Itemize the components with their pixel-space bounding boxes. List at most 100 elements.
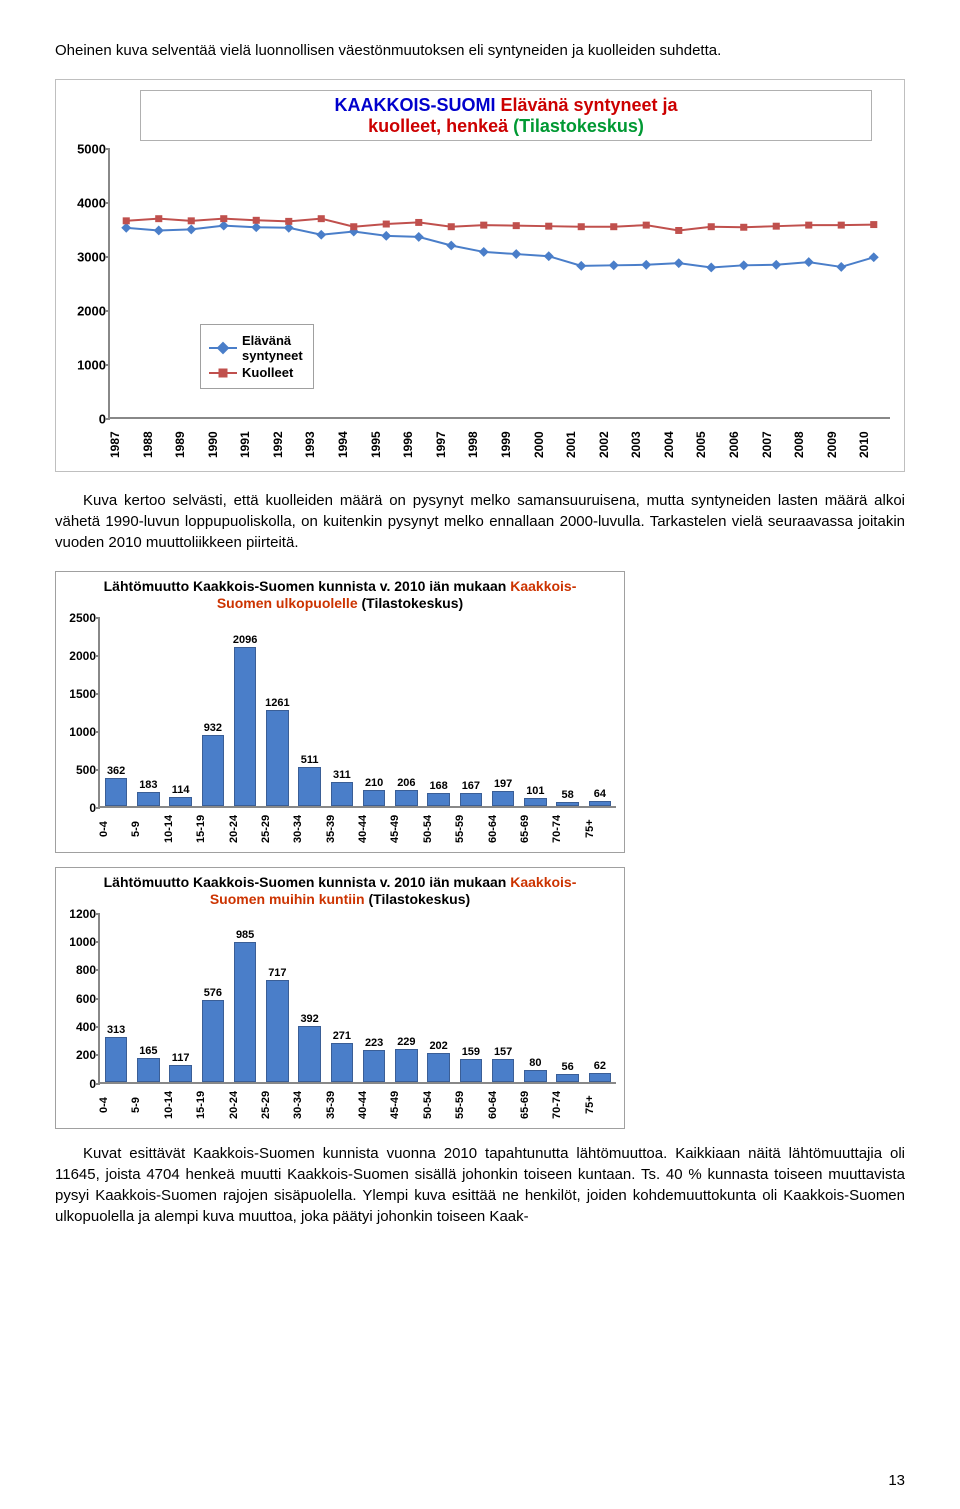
bar-value-label: 717: [268, 967, 286, 979]
bar2-title-a: Lähtömuutto Kaakkois-Suomen kunnista v. …: [104, 874, 511, 890]
x-tick-label: 2006: [727, 425, 760, 465]
bar-chart-2-x-labels: 0-45-910-1415-1920-2425-2930-3435-3940-4…: [98, 1084, 616, 1128]
y-tick-label: 500: [60, 763, 96, 777]
bar-slot: 717: [261, 967, 293, 1082]
bar-rect: [105, 778, 128, 806]
bar-rect: [589, 1073, 612, 1082]
y-tick-label: 4000: [66, 196, 106, 211]
x-tick-label: 1997: [434, 425, 467, 465]
x-tick-label: 20-24: [228, 1088, 260, 1122]
bar-chart-2-plot: 3131651175769857173922712232292021591578…: [98, 914, 616, 1084]
bar-rect: [298, 1026, 321, 1082]
bar-chart-2-title: Lähtömuutto Kaakkois-Suomen kunnista v. …: [56, 868, 624, 914]
bar-slot: 311: [326, 769, 358, 806]
bar-slot: 985: [229, 929, 261, 1082]
page: Oheinen kuva selventää vielä luonnollise…: [0, 0, 960, 1509]
bar-rect: [460, 793, 483, 806]
x-tick-label: 1989: [173, 425, 206, 465]
bar-chart-1-plot: 3621831149322096126151131121020616816719…: [98, 618, 616, 808]
bar-rect: [427, 793, 450, 806]
bar-slot: 157: [487, 1046, 519, 1081]
bar-rect: [331, 1043, 354, 1081]
x-tick-label: 0-4: [98, 812, 130, 846]
bar-rect: [363, 790, 386, 806]
x-tick-label: 45-49: [389, 812, 421, 846]
title-part-2: Elävänä syntyneet ja: [495, 95, 677, 115]
legend-label-s2: Kuolleet: [242, 365, 293, 380]
x-tick-label: 0-4: [98, 1088, 130, 1122]
bar-rect: [363, 1050, 386, 1082]
x-tick-label: 2009: [825, 425, 858, 465]
bar-rect: [524, 1070, 547, 1081]
bar-value-label: 932: [204, 722, 222, 734]
x-tick-label: 1995: [369, 425, 402, 465]
bar-slot: 392: [294, 1013, 326, 1082]
x-tick-label: 35-39: [325, 812, 357, 846]
legend-row-s1: Elävänäsyntyneet: [209, 333, 303, 363]
x-tick-label: 1994: [336, 425, 369, 465]
y-tick-label: 800: [60, 963, 96, 977]
bar-value-label: 197: [494, 778, 512, 790]
bar-rect: [556, 802, 579, 806]
legend-swatch-s2: [209, 366, 237, 380]
x-tick-label: 55-59: [454, 1088, 486, 1122]
legend-row-s2: Kuolleet: [209, 365, 303, 380]
x-tick-label: 15-19: [195, 812, 227, 846]
line-chart-plot-area: Elävänäsyntyneet Kuolleet 01000200030004…: [108, 149, 890, 419]
y-tick-label: 400: [60, 1020, 96, 1034]
line-chart-box: KAAKKOIS-SUOMI Elävänä syntyneet ja kuol…: [55, 79, 905, 472]
bar-rect: [331, 782, 354, 806]
bar-slot: 114: [165, 784, 197, 806]
y-tick-label: 3000: [66, 250, 106, 265]
bar-value-label: 117: [172, 1052, 190, 1064]
bar-value-label: 229: [397, 1036, 415, 1048]
y-tick-label: 0: [60, 1077, 96, 1091]
bar-value-label: 1261: [265, 697, 289, 709]
bar-value-label: 985: [236, 929, 254, 941]
bar-rect: [169, 1065, 192, 1082]
bar-chart-1-bars: 3621831149322096126151131121020616816719…: [100, 618, 616, 806]
x-tick-label: 75+: [584, 812, 616, 846]
y-tick-label: 1000: [60, 935, 96, 949]
x-tick-label: 65-69: [519, 812, 551, 846]
x-tick-label: 60-64: [487, 812, 519, 846]
x-tick-label: 50-54: [422, 1088, 454, 1122]
x-tick-label: 1991: [238, 425, 271, 465]
x-tick-label: 50-54: [422, 812, 454, 846]
bar1-title-a: Lähtömuutto Kaakkois-Suomen kunnista v. …: [104, 578, 511, 594]
x-tick-label: 15-19: [195, 1088, 227, 1122]
y-tick-label: 0: [66, 412, 106, 427]
bar-rect: [234, 647, 257, 806]
bar-value-label: 362: [107, 765, 125, 777]
bar-slot: 362: [100, 765, 132, 806]
x-tick-label: 25-29: [260, 812, 292, 846]
bar-chart-1-box: Lähtömuutto Kaakkois-Suomen kunnista v. …: [55, 571, 625, 853]
bar1-title-b: (Tilastokeskus): [358, 595, 464, 611]
bar-slot: 206: [390, 777, 422, 806]
bar-value-label: 271: [333, 1030, 351, 1042]
x-tick-label: 65-69: [519, 1088, 551, 1122]
bar-rect: [524, 798, 547, 806]
x-tick-label: 20-24: [228, 812, 260, 846]
bar-value-label: 206: [397, 777, 415, 789]
x-tick-label: 10-14: [163, 1088, 195, 1122]
y-tick-label: 1000: [60, 725, 96, 739]
bar-value-label: 114: [172, 784, 190, 796]
bar-slot: 167: [455, 780, 487, 806]
bar-rect: [266, 980, 289, 1082]
bar-rect: [169, 797, 192, 806]
bar-slot: 58: [552, 789, 584, 806]
x-tick-label: 45-49: [389, 1088, 421, 1122]
bar-slot: 202: [423, 1040, 455, 1082]
x-tick-label: 25-29: [260, 1088, 292, 1122]
bar-value-label: 2096: [233, 634, 257, 646]
bar-slot: 1261: [261, 697, 293, 806]
bar-rect: [137, 792, 160, 806]
bar-slot: 2096: [229, 634, 261, 806]
bar-slot: 117: [165, 1052, 197, 1082]
bar-rect: [105, 1037, 128, 1081]
bar-rect: [202, 1000, 225, 1082]
bar-value-label: 313: [107, 1024, 125, 1036]
x-tick-label: 55-59: [454, 812, 486, 846]
x-tick-label: 1990: [206, 425, 239, 465]
